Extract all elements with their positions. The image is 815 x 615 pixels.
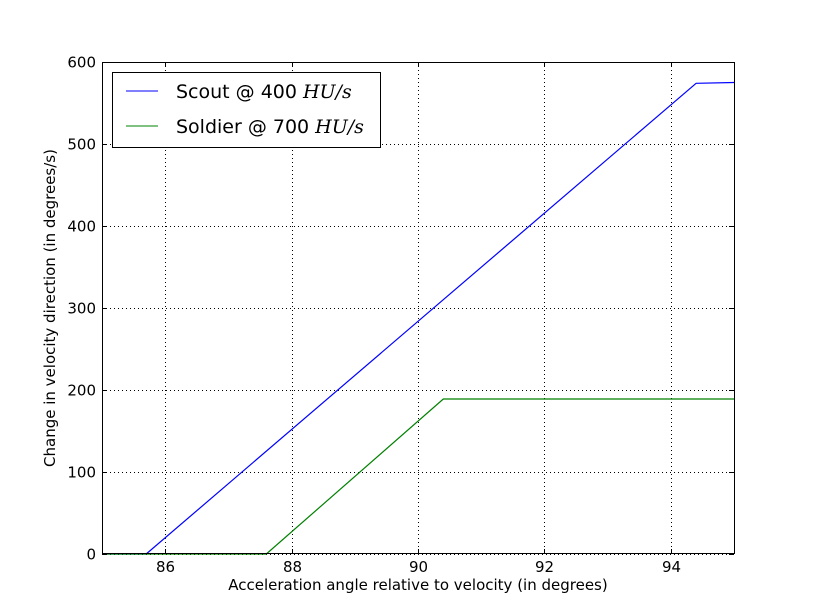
legend: Scout @ 400 HU/s Soldier @ 700 HU/s (112, 72, 381, 148)
legend-box (112, 72, 381, 148)
ticks: 86 88 90 92 94 0 100 200 300 400 500 600 (67, 54, 734, 576)
x-tick-label: 92 (535, 558, 554, 576)
legend-unit-scout: HU/s (302, 81, 352, 103)
legend-label-soldier: Soldier @ 700 (176, 116, 309, 138)
legend-entry-scout: Scout @ 400 HU/s (176, 81, 352, 103)
x-tick-label: 86 (156, 558, 175, 576)
y-tick-label: 500 (67, 136, 96, 154)
x-tick-label: 88 (283, 558, 302, 576)
y-tick-label: 400 (67, 218, 96, 236)
legend-unit-soldier: HU/s (314, 116, 364, 138)
y-axis-title: Change in velocity direction (in degrees… (41, 149, 59, 467)
x-axis-title: Acceleration angle relative to velocity … (228, 576, 607, 594)
y-tick-label: 600 (67, 54, 96, 72)
y-tick-label: 300 (67, 300, 96, 318)
x-tick-label: 90 (409, 558, 428, 576)
legend-label-scout: Scout @ 400 (176, 81, 297, 103)
x-tick-label: 94 (662, 558, 681, 576)
y-tick-label: 200 (67, 382, 96, 400)
y-tick-label: 100 (67, 464, 96, 482)
y-tick-label: 0 (86, 546, 96, 564)
legend-entry-soldier: Soldier @ 700 HU/s (176, 116, 364, 138)
